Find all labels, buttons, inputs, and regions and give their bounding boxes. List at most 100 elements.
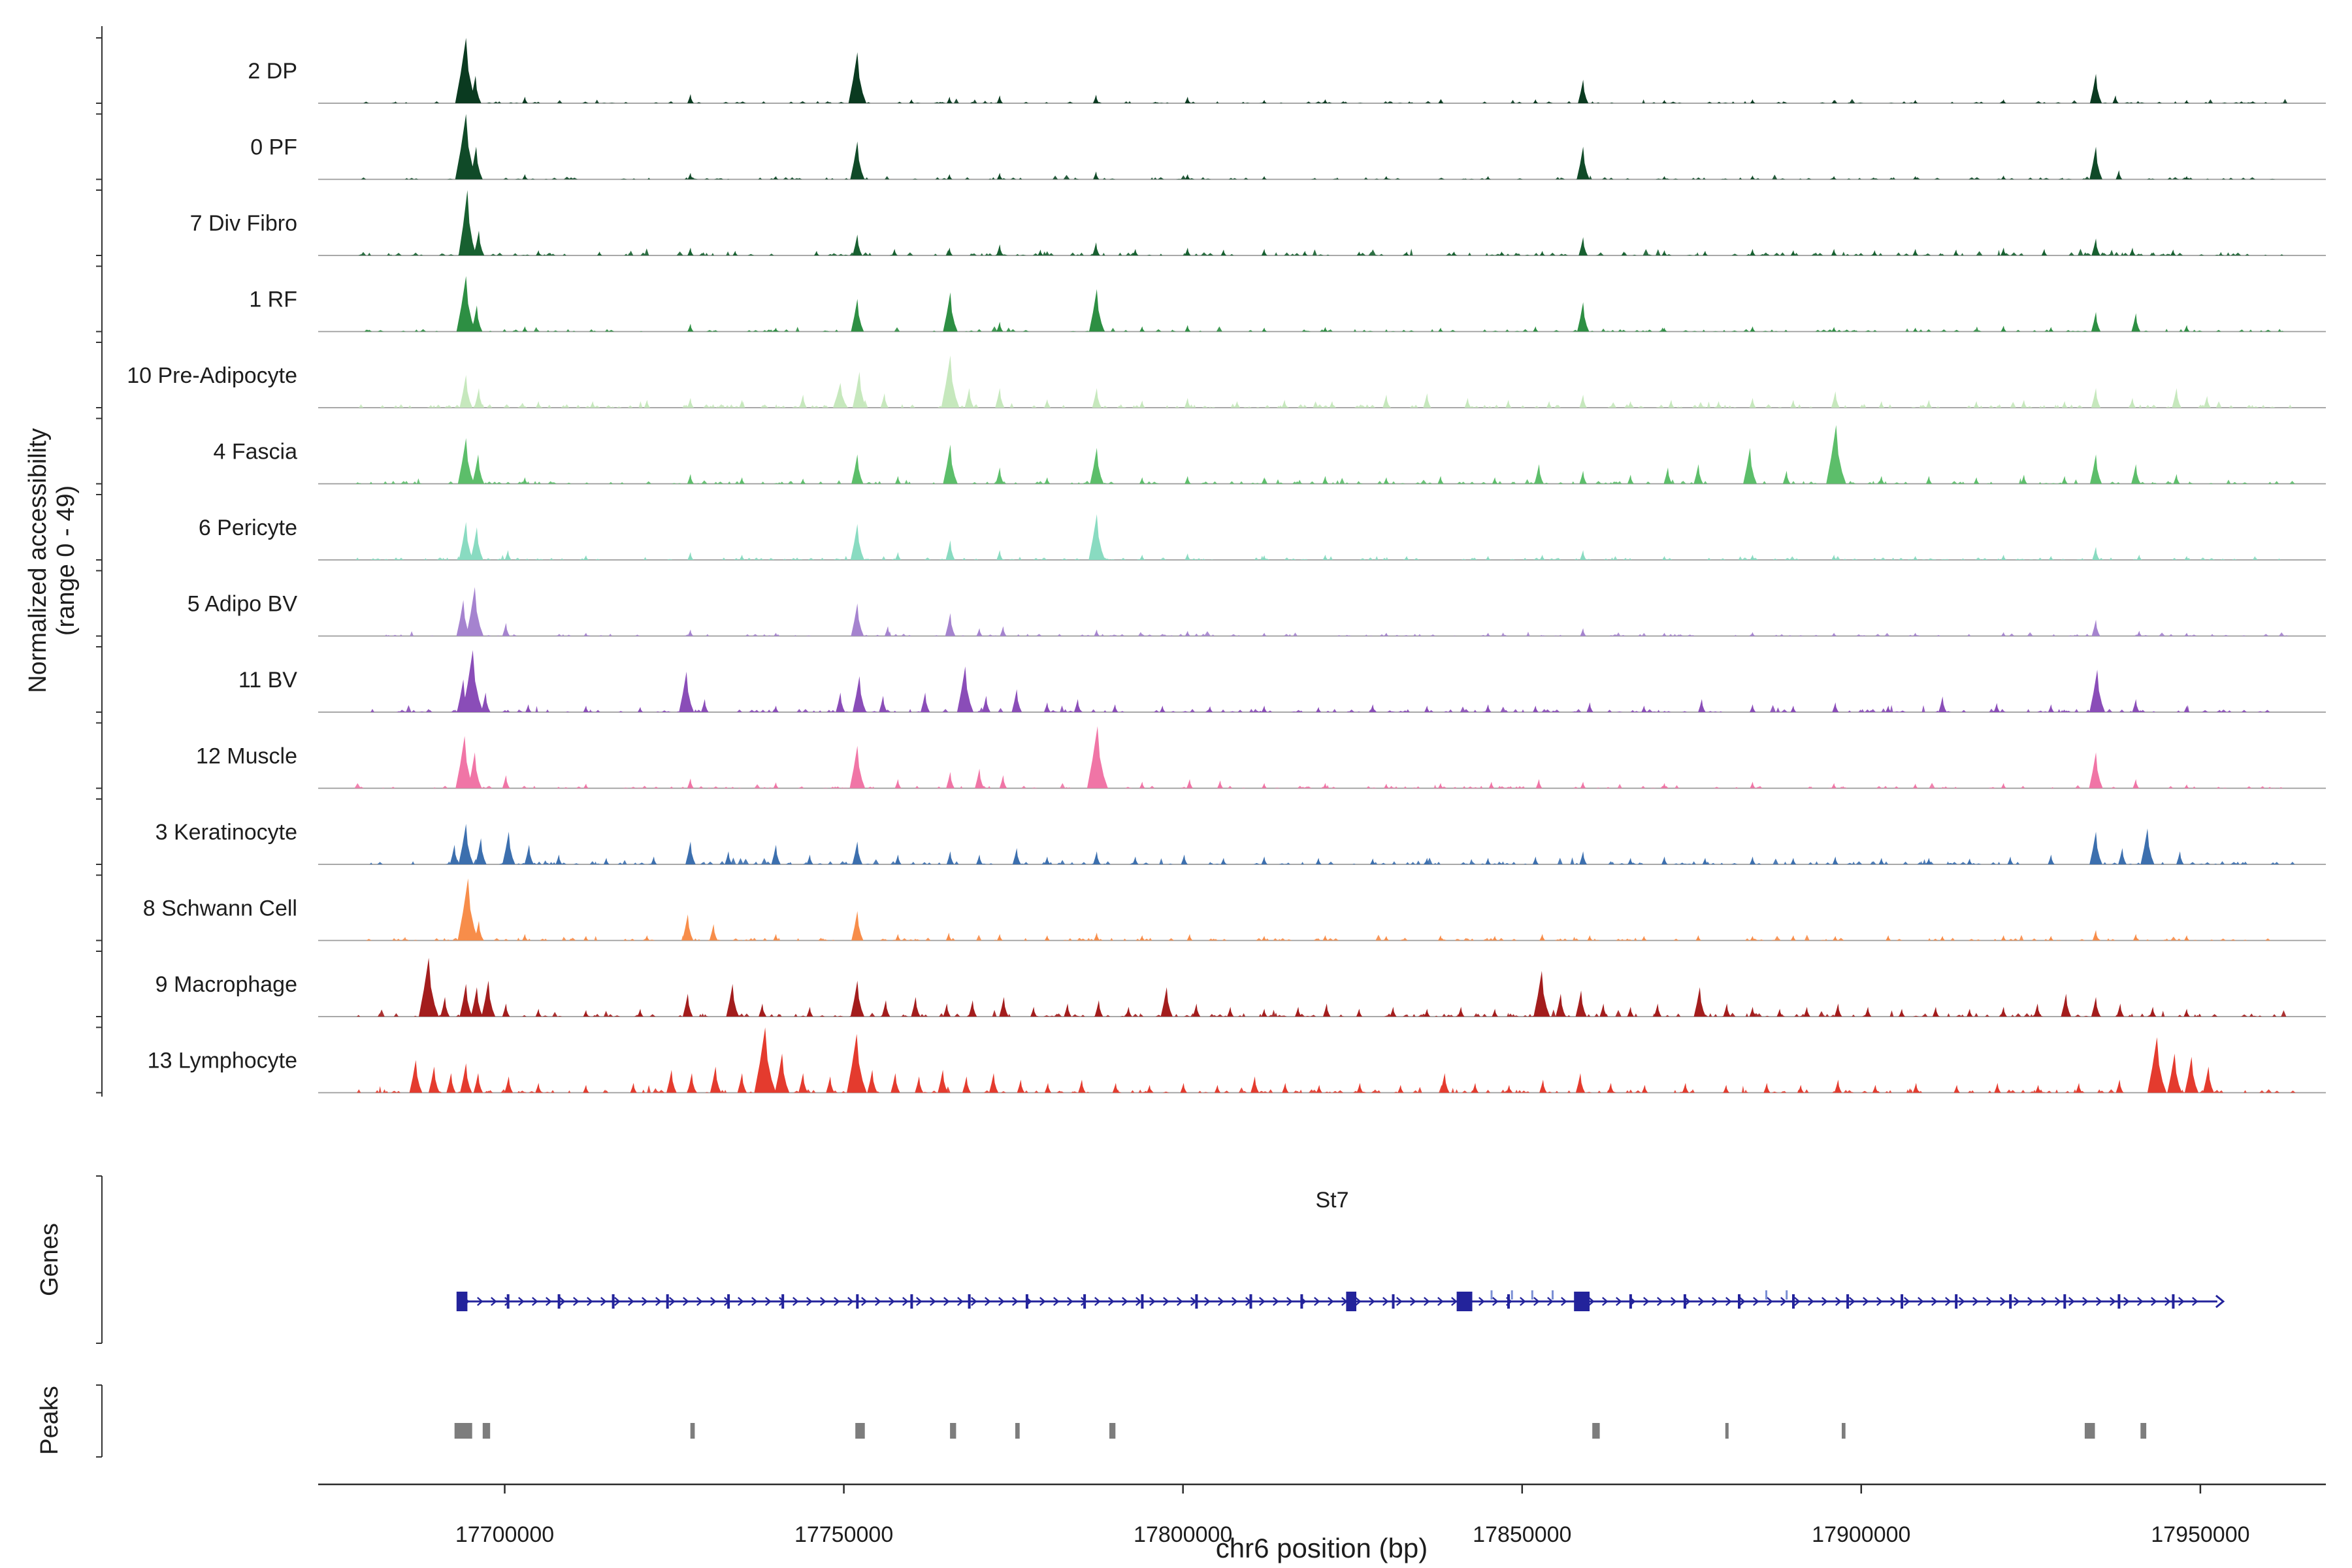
x-tick-label: 17900000 (1812, 1522, 1910, 1547)
gene-exon-block (1346, 1292, 1356, 1311)
x-tick-label: 17950000 (2151, 1522, 2249, 1547)
track-signal (318, 425, 2326, 484)
peak-region (1725, 1423, 1729, 1439)
gene-exon-tick (1683, 1294, 1686, 1309)
track-noise (318, 326, 2326, 332)
track-noise (318, 174, 2326, 180)
gene-exon-tick (1195, 1294, 1198, 1309)
track-noise (318, 631, 2326, 636)
track-label: 8 Schwann Cell (143, 896, 297, 921)
track-noise (318, 400, 2326, 408)
gene-exon-tick (1392, 1294, 1395, 1309)
gene-exon-tick (910, 1294, 913, 1309)
gene-exon-tick (2009, 1294, 2012, 1309)
track-label: 0 PF (250, 135, 297, 160)
track-signal (318, 114, 2326, 180)
track-signal (318, 38, 2326, 103)
gene-exon-tick (1083, 1294, 1086, 1309)
track-label: 7 Div Fibro (190, 211, 297, 236)
gene-exon-tick (1629, 1294, 1632, 1309)
peak-region (1015, 1423, 1020, 1439)
gene-exon-block (1574, 1292, 1590, 1311)
gene-exon-tick (2063, 1294, 2066, 1309)
gene-strand-chevrons (463, 1297, 2198, 1306)
track-noise (318, 1009, 2326, 1017)
track-signal (318, 878, 2326, 941)
gene-exon-block (1456, 1292, 1473, 1311)
peak-region (690, 1423, 695, 1439)
gene-exon-tick (1846, 1294, 1850, 1309)
gene-utr-tick (1786, 1290, 1788, 1299)
track-signal (318, 587, 2326, 636)
accessibility-tracks: 2 DP 0 PF 7 Div Fibro 1 RF 10 Pre-Adipocyte 4… (127, 38, 2326, 1094)
gene-exon-tick (506, 1294, 510, 1309)
gene-exon-tick (781, 1294, 785, 1309)
gene-track (456, 1290, 2225, 1311)
gene-exon-tick (1300, 1294, 1303, 1309)
peak-region (1842, 1423, 1846, 1439)
gene-exon-tick (2172, 1294, 2175, 1309)
peak-region (1592, 1423, 1600, 1439)
track-label: 1 RF (249, 287, 297, 312)
x-axis: 17700000 17750000 17800000 17850000 17900000… (318, 1483, 2326, 1547)
peak-region (482, 1423, 491, 1439)
track-label: 11 BV (238, 668, 297, 693)
gene-name-label: St7 (1315, 1188, 1348, 1213)
peaks-section-label: Peaks (36, 1386, 63, 1455)
gene-exon-tick (1955, 1294, 1958, 1309)
track-noise (318, 478, 2326, 484)
gene-utr-tick (1511, 1290, 1513, 1299)
track-signal (318, 190, 2326, 255)
track-signal (318, 726, 2326, 789)
x-tick-label: 17850000 (1473, 1522, 1571, 1547)
track-signal (318, 514, 2326, 560)
track-label: 10 Pre-Adipocyte (127, 363, 297, 388)
y-axis-label-line2: (range 0 - 49) (52, 485, 80, 636)
gene-exon-tick (666, 1294, 669, 1309)
track-noise (318, 783, 2326, 789)
track-signal (318, 1027, 2326, 1093)
x-tick-label: 17800000 (1134, 1522, 1232, 1547)
gene-exon-tick (1249, 1294, 1252, 1309)
track-noise (318, 248, 2326, 255)
track-label: 9 Macrophage (155, 972, 297, 997)
gene-utr-tick (1552, 1290, 1554, 1299)
track-label: 2 DP (248, 59, 297, 84)
x-tick-label: 17750000 (794, 1522, 893, 1547)
gene-exon-tick (612, 1294, 615, 1309)
track-signal (318, 650, 2326, 712)
peak-region (950, 1423, 956, 1439)
gene-exon-tick (1507, 1294, 1510, 1309)
gene-utr-tick (1765, 1290, 1767, 1299)
track-noise (318, 857, 2326, 864)
track-signal (318, 276, 2326, 332)
track-signal (318, 824, 2326, 864)
gene-end-arrow (2215, 1294, 2225, 1309)
gene-exon-tick (1025, 1294, 1028, 1309)
track-label: 5 Adipo BV (188, 592, 298, 617)
track-noise (318, 555, 2326, 560)
gene-exon-tick (2117, 1294, 2121, 1309)
track-noise (318, 705, 2326, 712)
track-label: 4 Fascia (214, 440, 298, 465)
track-noise (318, 1085, 2326, 1093)
track-noise (318, 934, 2326, 941)
peak-region (454, 1423, 472, 1439)
accessibility-axis-bracket (96, 26, 103, 1097)
peaks-axis-bracket (96, 1384, 103, 1458)
axis-brackets (96, 26, 103, 1458)
peak-region (1109, 1423, 1116, 1439)
x-tick-label: 17700000 (455, 1522, 554, 1547)
gene-exon-tick (1141, 1294, 1144, 1309)
gene-exon-tick (1792, 1294, 1795, 1309)
y-axis-label-line1: Normalized accessibility (24, 428, 52, 693)
genes-axis-bracket (96, 1175, 103, 1344)
gene-exon-tick (557, 1294, 561, 1309)
gene-utr-tick (1531, 1290, 1533, 1299)
track-label: 12 Muscle (196, 744, 297, 769)
track-label: 6 Pericyte (199, 515, 297, 540)
track-label: 3 Keratinocyte (155, 820, 297, 845)
track-signal (318, 355, 2326, 408)
